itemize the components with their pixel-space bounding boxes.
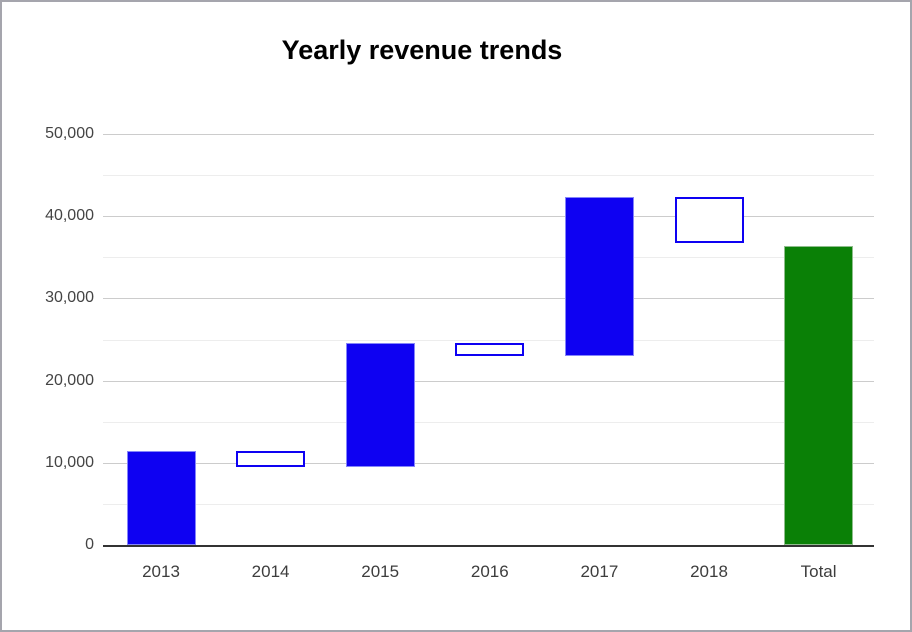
- minor-gridline: [103, 175, 874, 176]
- major-gridline: [103, 381, 874, 382]
- bar-2018[interactable]: [674, 197, 744, 244]
- bar-2013[interactable]: [126, 450, 196, 545]
- bar-2016[interactable]: [455, 342, 525, 356]
- bar-2015[interactable]: [345, 342, 415, 467]
- bar-2014[interactable]: [236, 450, 306, 467]
- y-axis-tick-label: 50,000: [45, 125, 94, 142]
- minor-gridline: [103, 422, 874, 423]
- bar-total[interactable]: [784, 245, 854, 545]
- major-gridline: [103, 298, 874, 299]
- y-axis-tick-label: 20,000: [45, 371, 94, 389]
- y-axis-tick-label: 0: [85, 536, 94, 553]
- x-axis-label-2018: 2018: [690, 562, 728, 581]
- y-axis-tick-label: 40,000: [45, 207, 94, 225]
- minor-gridline: [103, 340, 874, 341]
- bar-2017[interactable]: [564, 197, 634, 356]
- y-axis-tick-label: 30,000: [45, 289, 94, 307]
- x-axis-label-2013: 2013: [142, 562, 180, 581]
- y-axis-tick-label: 10,000: [45, 453, 94, 471]
- major-gridline: [103, 463, 874, 464]
- major-gridline: [103, 216, 874, 217]
- minor-gridline: [103, 504, 874, 505]
- x-axis-label-total: Total: [800, 562, 837, 581]
- chart-title: Yearly revenue trends: [281, 35, 563, 65]
- x-axis-label-2016: 2016: [470, 562, 509, 581]
- x-axis-label-2014: 2014: [251, 562, 290, 581]
- minor-gridline: [103, 257, 874, 258]
- x-axis-label-2015: 2015: [361, 562, 400, 581]
- major-gridline: [103, 134, 874, 135]
- x-axis-label-2017: 2017: [580, 562, 619, 581]
- x-axis-baseline: [103, 545, 874, 547]
